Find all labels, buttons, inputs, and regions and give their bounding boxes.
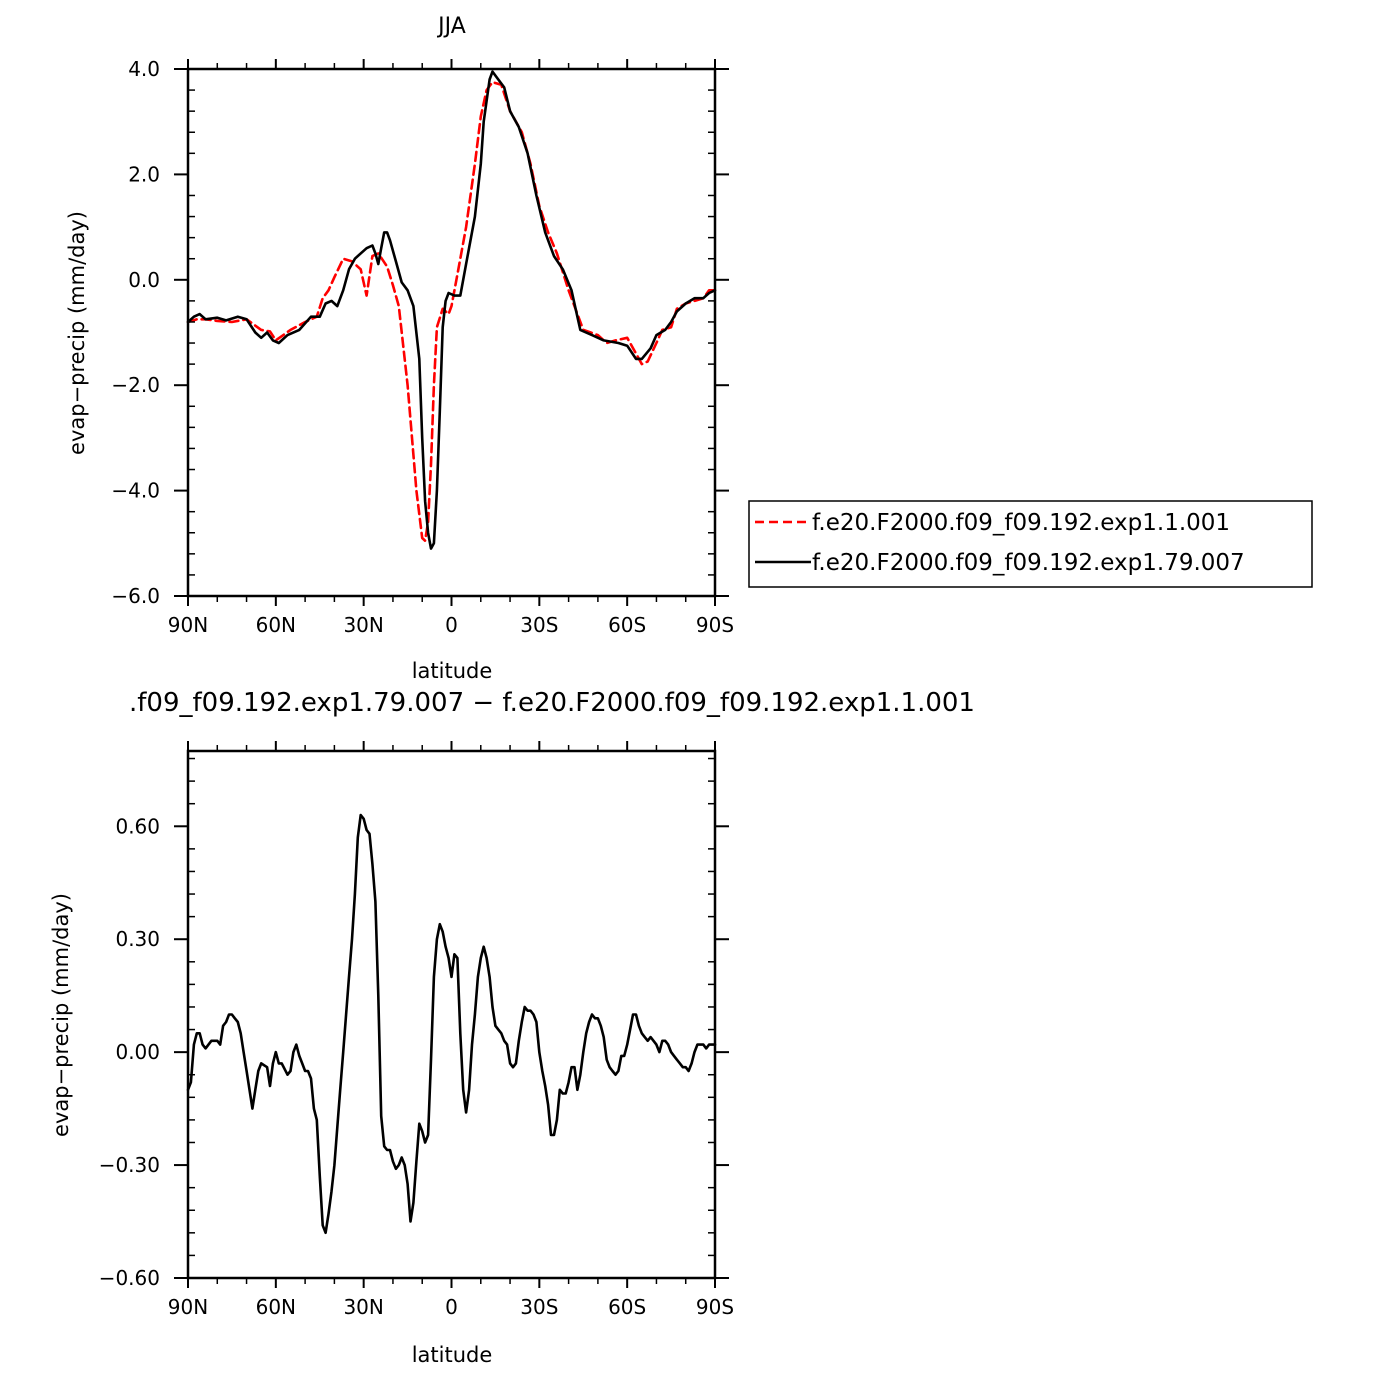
x-tick-label: 90N [168, 1295, 208, 1319]
x-tick-label: 60N [256, 613, 296, 637]
y-tick-label: 2.0 [128, 162, 160, 186]
x-tick-label: 90S [696, 613, 734, 637]
bottom-panel-title: .f09_f09.192.exp1.79.007 − f.e20.F2000.f… [129, 688, 975, 718]
legend-label: f.e20.F2000.f09_f09.192.exp1.79.007 [812, 550, 1245, 576]
y-tick-label: −2.0 [111, 373, 160, 397]
legend: f.e20.F2000.f09_f09.192.exp1.1.001 f.e20.… [748, 500, 1313, 588]
x-tick-label: 30S [520, 1295, 558, 1319]
top-panel: JJA 90N 60N 30N 0 30S 60S 90S 4.0 2.0 0.0 −2.0 −4.0… [65, 14, 1313, 683]
bottom-x-axis-label: latitude [412, 1343, 493, 1367]
y-tick-label: −0.30 [99, 1153, 160, 1177]
y-tick-label: −6.0 [111, 584, 160, 608]
x-tick-label: 0 [445, 1295, 458, 1319]
legend-box [748, 500, 1313, 588]
x-tick-label: 90S [696, 1295, 734, 1319]
y-tick-label: 0.60 [115, 814, 160, 838]
x-tick-label: 90N [168, 613, 208, 637]
legend-label: f.e20.F2000.f09_f09.192.exp1.1.001 [812, 510, 1230, 536]
top-panel-title: JJA [436, 14, 466, 39]
y-tick-label: 0.30 [115, 927, 160, 951]
series-line-solid [186, 70, 717, 550]
series-line-dashed [186, 80, 717, 542]
bottom-panel: .f09_f09.192.exp1.79.007 − f.e20.F2000.f… [49, 688, 975, 1367]
y-tick-label: −4.0 [111, 479, 160, 503]
series-line-solid [186, 813, 717, 1235]
x-tick-label: 30S [520, 613, 558, 637]
y-tick-label: 0.0 [128, 268, 160, 292]
x-tick-label: 30N [343, 1295, 383, 1319]
bottom-y-axis-label: evap−precip (mm/day) [49, 893, 73, 1137]
y-tick-label: 4.0 [128, 57, 160, 81]
y-tick-label: −0.60 [99, 1266, 160, 1290]
x-tick-label: 60S [608, 613, 646, 637]
top-x-axis-label: latitude [412, 659, 493, 683]
x-tick-label: 30N [343, 613, 383, 637]
x-tick-label: 60S [608, 1295, 646, 1319]
y-tick-label: 0.00 [115, 1040, 160, 1064]
x-tick-label: 0 [445, 613, 458, 637]
x-tick-label: 60N [256, 1295, 296, 1319]
top-y-axis-label: evap−precip (mm/day) [65, 211, 89, 455]
